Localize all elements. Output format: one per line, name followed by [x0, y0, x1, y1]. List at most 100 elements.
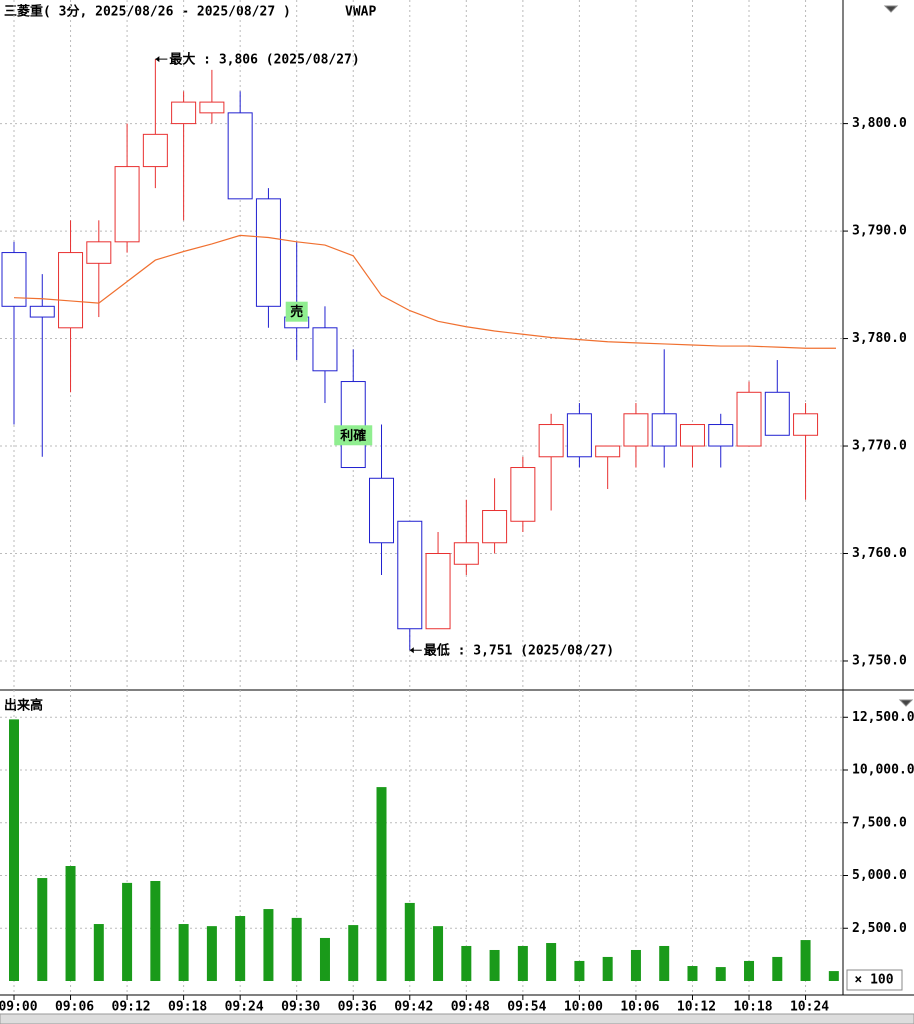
signal-label: 利確 — [340, 428, 366, 444]
candle-body — [369, 477, 395, 544]
dropdown-arrow[interactable] — [898, 699, 914, 707]
candle-body — [623, 413, 649, 447]
volume-bar — [744, 960, 755, 981]
candle-body — [708, 424, 734, 447]
volume-bar — [9, 719, 19, 981]
x-tick-label: 09:24 — [225, 1000, 264, 1015]
candle-body — [566, 413, 592, 458]
volume-bar — [517, 945, 528, 981]
y-tick-label: 12,500.0 — [852, 710, 914, 725]
volume-bar — [602, 956, 613, 981]
x-tick-label: 10:24 — [790, 1000, 829, 1015]
signal-label: 売 — [290, 304, 303, 320]
candle-body — [227, 112, 253, 200]
x-tick-label: 10:00 — [564, 1000, 603, 1015]
candle-body — [58, 252, 84, 329]
volume-bar — [433, 926, 444, 981]
y-tick-label: 7,500.0 — [852, 815, 907, 830]
vwap-line — [13, 234, 836, 349]
volume-bar — [348, 925, 359, 981]
x-tick-label: 09:12 — [112, 1000, 151, 1015]
candle-body — [651, 413, 677, 447]
dropdown-arrow[interactable] — [883, 5, 899, 13]
annotation: 最低 : 3,751 (2025/08/27) — [424, 643, 614, 659]
candle-body — [86, 241, 112, 264]
signal-marker — [334, 425, 373, 446]
volume-bar — [404, 902, 415, 981]
y-tick-label: 3,790.0 — [852, 224, 907, 239]
annotation: 最大 : 3,806 (2025/08/27) — [169, 52, 359, 68]
x-tick-label: 09:18 — [168, 1000, 207, 1015]
x-tick-label: 09:30 — [281, 1000, 320, 1015]
candle-body — [171, 101, 197, 125]
volume-bar — [178, 924, 189, 981]
y-tick-label: 3,760.0 — [852, 546, 907, 561]
y-tick-label: 3,780.0 — [852, 331, 907, 346]
volume-bar — [263, 909, 274, 981]
candle-body — [679, 424, 705, 447]
volume-bar — [772, 956, 783, 981]
candle-body — [255, 198, 281, 307]
candle-body — [1, 252, 27, 307]
volume-bar — [546, 943, 557, 981]
volume-bar — [376, 787, 387, 981]
candle-body — [538, 424, 564, 458]
volume-bar — [715, 967, 726, 981]
x-tick-label: 09:00 — [0, 1000, 38, 1015]
volume-bar — [800, 940, 811, 981]
volume-bar — [687, 966, 698, 981]
volume-bar — [659, 945, 670, 981]
x-tick-label: 09:54 — [507, 1000, 546, 1015]
candle-body — [114, 166, 140, 243]
annotation-arrowhead — [155, 56, 160, 63]
volume-bar — [65, 866, 76, 981]
y-tick-label: 10,000.0 — [852, 763, 914, 778]
unit-box — [846, 969, 903, 991]
volume-title: 出来高 — [4, 698, 43, 714]
y-tick-label: 3,750.0 — [852, 653, 907, 668]
x-tick-label: 09:06 — [55, 1000, 94, 1015]
y-tick-label: 2,500.0 — [852, 921, 907, 936]
volume-bar — [206, 926, 217, 981]
candle-body — [793, 413, 819, 436]
volume-bar — [93, 924, 104, 981]
x-tick-label: 10:18 — [733, 1000, 772, 1015]
candle-body — [510, 467, 536, 522]
candle-body — [199, 101, 225, 114]
x-tick-label: 10:06 — [620, 1000, 659, 1015]
volume-bar — [828, 971, 839, 981]
signal-marker — [285, 301, 308, 322]
x-tick-label: 10:12 — [677, 1000, 716, 1015]
candle-body — [340, 381, 366, 469]
candle-body — [142, 133, 168, 168]
volume-bar — [630, 949, 641, 981]
volume-bar — [461, 945, 472, 981]
volume-bar — [37, 878, 48, 981]
volume-bar — [291, 917, 302, 981]
candle-body — [595, 445, 621, 458]
volume-bar — [489, 949, 500, 981]
x-tick-label: 09:36 — [338, 1000, 377, 1015]
scrollbar[interactable] — [0, 1013, 914, 1024]
x-tick-label: 09:48 — [451, 1000, 490, 1015]
unit-label: × 100 — [854, 973, 893, 988]
y-tick-label: 3,800.0 — [852, 116, 907, 131]
y-tick-label: 5,000.0 — [852, 868, 907, 883]
volume-bar — [235, 916, 246, 981]
chart-title: 三菱重( 3分, 2025/08/26 - 2025/08/27 ) — [4, 4, 291, 20]
candle-body — [312, 327, 338, 372]
volume-bar — [122, 882, 133, 981]
legend-entry: VWAP — [345, 5, 376, 20]
candle-body — [29, 305, 55, 318]
volume-bar — [574, 960, 585, 981]
candle-body — [764, 391, 790, 436]
candle-body — [397, 520, 423, 630]
candle-body — [425, 553, 451, 630]
candle-body — [453, 542, 479, 565]
volume-bar — [319, 937, 330, 981]
candle-body — [736, 391, 762, 447]
y-tick-label: 3,770.0 — [852, 439, 907, 454]
candle-body — [482, 510, 508, 544]
